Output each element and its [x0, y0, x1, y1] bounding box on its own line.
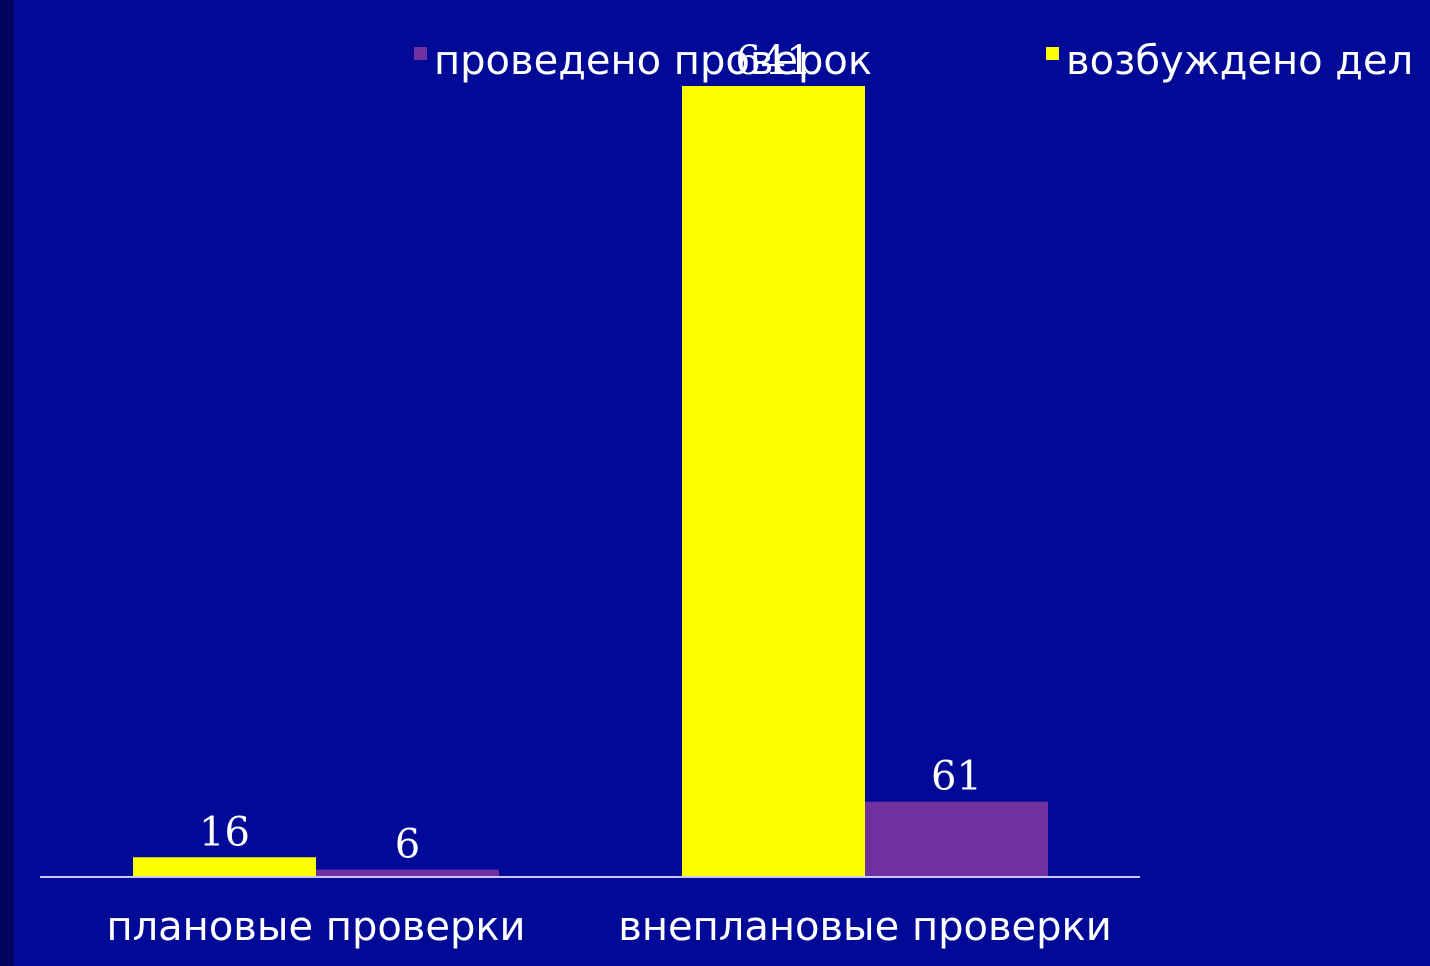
legend-swatch-inspections: [414, 47, 427, 60]
slide-left-border: [0, 0, 14, 966]
bar-cases-planned: [133, 857, 316, 877]
data-label-inspections-planned: 6: [395, 822, 420, 868]
bar-cases-unplanned: [682, 86, 865, 877]
data-label-cases-planned: 16: [199, 809, 250, 855]
bar-inspections-planned: [316, 869, 499, 877]
category-label-unplanned: внеплановые проверки: [618, 904, 1111, 950]
data-label-cases-unplanned: 641: [735, 38, 811, 84]
legend-label-cases: возбуждено дел: [1066, 38, 1413, 84]
legend-swatch-cases: [1046, 47, 1059, 60]
category-label-planned: плановые проверки: [106, 904, 525, 950]
data-label-inspections-unplanned: 61: [931, 754, 982, 800]
bar-inspections-unplanned: [865, 801, 1048, 877]
legend-label-inspections: проведено проверок: [434, 38, 872, 84]
